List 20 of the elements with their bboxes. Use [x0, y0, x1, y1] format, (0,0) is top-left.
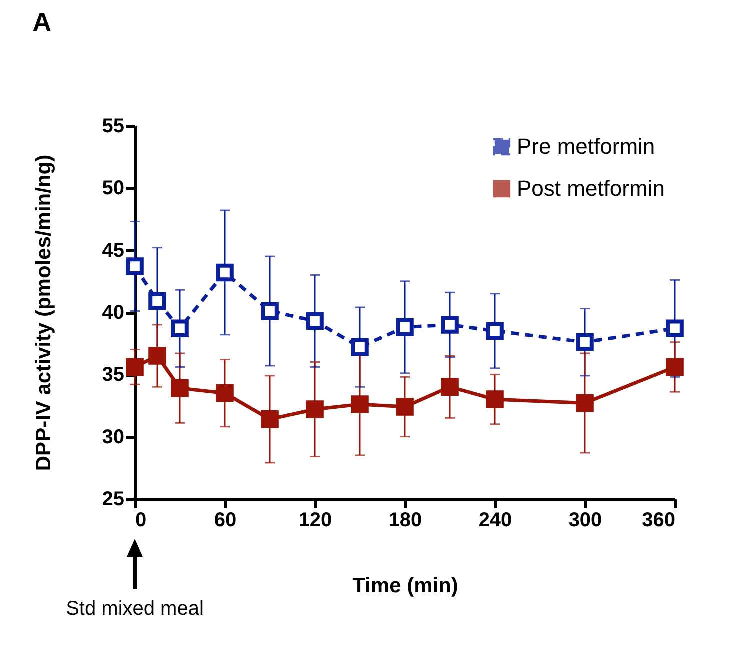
x-tick-label: 0: [136, 510, 147, 532]
x-tick-label: 120: [298, 510, 332, 532]
x-tick-label: 300: [568, 510, 602, 532]
y-axis-title: DPP-IV activity (pmoles/min/ng): [32, 154, 56, 472]
y-tick-label: 50: [102, 178, 124, 200]
y-tick-label: 35: [102, 364, 124, 386]
legend-label: Post metformin: [517, 176, 665, 201]
x-tick-label: 180: [388, 510, 422, 532]
x-tick-label: 360: [642, 510, 676, 532]
y-tick-label: 45: [102, 240, 124, 262]
x-tick-label: 60: [214, 510, 237, 532]
chart-title: A: [32, 7, 52, 37]
text: Std mixed meal: [66, 598, 204, 620]
legend-label: Pre metformin: [517, 134, 656, 159]
y-tick-label: 40: [102, 302, 124, 324]
y-tick-label: 55: [102, 116, 124, 138]
x-axis-title: Time (min): [352, 574, 458, 598]
y-tick-label: 25: [102, 488, 124, 510]
y-tick-label: 30: [102, 426, 124, 448]
x-tick-label: 240: [478, 510, 512, 532]
